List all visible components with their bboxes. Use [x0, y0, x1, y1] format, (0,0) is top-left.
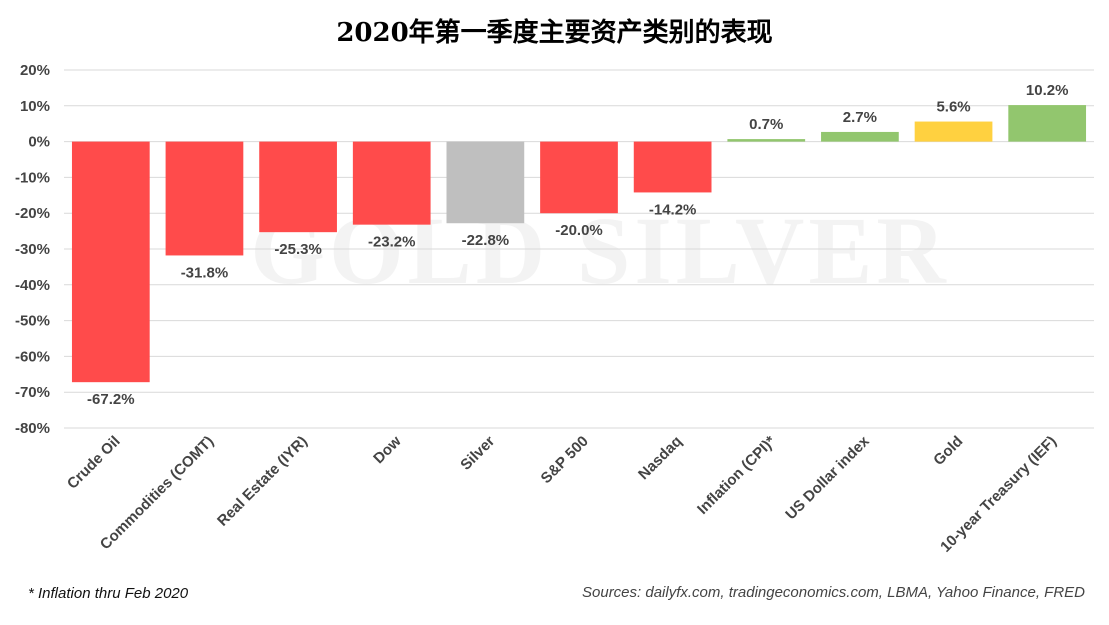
y-tick-label: -60%: [15, 348, 50, 365]
x-category-label: Nasdaq: [635, 433, 685, 483]
y-tick-label: 20%: [20, 62, 50, 79]
bar: [633, 141, 712, 193]
y-tick-label: -50%: [15, 313, 50, 330]
bar: [352, 141, 431, 225]
data-label: -14.2%: [649, 201, 697, 218]
footnote: * Inflation thru Feb 2020: [28, 585, 189, 602]
bar-chart: -67.2% -31.8% -25.3% -23.2% -22.8% -20.0% -14.…: [15, 62, 1094, 556]
x-category-label: Silver: [457, 433, 498, 474]
y-axis-ticks: 20% 10% 0% -10% -20% -30% -40% -50% -60% -70% -80%: [15, 62, 50, 437]
y-tick-label: 10%: [20, 98, 50, 115]
data-label: -31.8%: [181, 264, 229, 281]
data-label: -67.2%: [87, 391, 135, 408]
y-tick-label: -40%: [15, 277, 50, 294]
y-tick-label: -10%: [15, 169, 50, 186]
bar: [727, 139, 806, 142]
bar: [71, 141, 150, 383]
data-label: -20.0%: [555, 222, 603, 239]
y-tick-label: -70%: [15, 384, 50, 401]
data-label: 5.6%: [936, 99, 970, 116]
bar: [914, 121, 993, 142]
bar: [259, 141, 337, 233]
y-tick-label: 0%: [28, 134, 50, 151]
bar: [540, 141, 618, 214]
y-tick-label: -20%: [15, 205, 50, 222]
sources-note: Sources: dailyfx.com, tradingeconomics.c…: [582, 584, 1085, 601]
x-category-label: Dow: [370, 433, 405, 468]
bar: [446, 141, 525, 224]
x-category-label: US Dollar index: [782, 432, 873, 523]
data-label: 0.7%: [749, 116, 783, 133]
bars: [71, 105, 1087, 383]
data-label: 10.2%: [1026, 82, 1069, 99]
y-tick-label: -80%: [15, 420, 50, 437]
data-labels: -67.2% -31.8% -25.3% -23.2% -22.8% -20.0% -14.…: [87, 82, 1068, 408]
x-category-label: Gold: [930, 433, 966, 469]
data-label: -22.8%: [462, 232, 510, 249]
data-label: 2.7%: [843, 109, 877, 126]
bar: [1008, 105, 1087, 142]
bar: [821, 131, 899, 142]
data-label: -25.3%: [274, 241, 322, 258]
x-category-label: Inflation (CPI)*: [694, 433, 779, 518]
chart-title: 2020年第一季度主要资产类别的表现: [336, 18, 773, 48]
data-label: -23.2%: [368, 234, 416, 251]
x-category-label: Crude Oil: [64, 433, 124, 493]
y-tick-label: -30%: [15, 241, 50, 258]
x-category-label: Real Estate (IYR): [214, 433, 311, 530]
x-category-label: S&P 500: [538, 433, 592, 487]
bar: [165, 141, 244, 256]
